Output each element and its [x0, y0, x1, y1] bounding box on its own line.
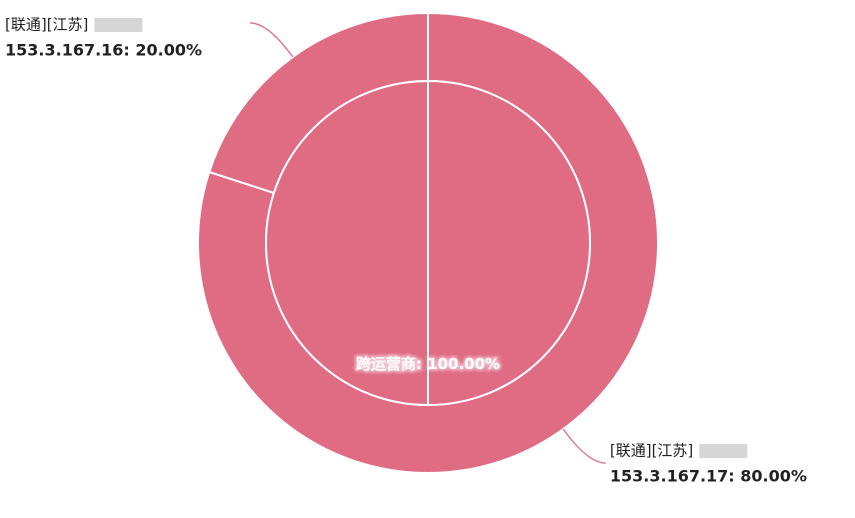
leader-line [250, 22, 294, 58]
outer-label-value: 153.3.167.16: 20.00% [5, 40, 202, 59]
inner-label-glow: 跨运营商: 100.00% [356, 355, 500, 373]
leader-line [562, 428, 606, 464]
outer-label-group: [联通][江苏] [5, 15, 88, 33]
blurred-text [699, 444, 748, 459]
blurred-text [94, 17, 143, 32]
outer-label-group: [联通][江苏] [610, 442, 693, 460]
inner-slice [265, 79, 591, 407]
inner-label-text: 跨运营商: 100.00% [356, 355, 500, 373]
outer-label-value: 153.3.167.17: 80.00% [610, 467, 807, 486]
inner-label: 跨运营商: 100.00%跨运营商: 100.00% [354, 354, 501, 375]
